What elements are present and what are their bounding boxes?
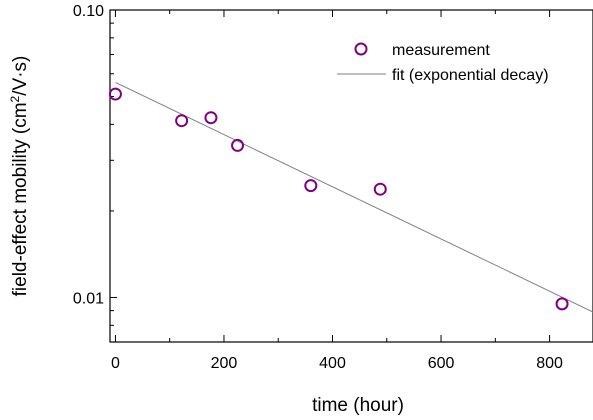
x-tick-label: 400 xyxy=(319,355,346,372)
fit-line xyxy=(115,81,593,313)
y-axis-title-main: field-effect mobility (cm xyxy=(10,102,31,296)
legend-label-fit: fit (exponential decay) xyxy=(392,67,549,84)
y-tick-label: 0.10 xyxy=(73,3,104,20)
x-tick-label: 800 xyxy=(536,355,563,372)
measurement-point xyxy=(204,111,218,125)
axis-ticks: 0 200 400 600 800 0.01 0.10 xyxy=(73,3,563,372)
measurement-point xyxy=(304,179,318,193)
y-axis-title-tail: /V·s) xyxy=(10,56,31,96)
y-axis-title-sup: 2 xyxy=(8,95,22,102)
x-axis-title: time (hour) xyxy=(312,395,404,416)
y-tick-label: 0.01 xyxy=(73,290,104,307)
legend-marker-measurement xyxy=(354,42,368,56)
plot-frame xyxy=(109,9,593,343)
legend: measurement fit (exponential decay) xyxy=(337,42,549,84)
measurement-point xyxy=(373,182,387,196)
legend-label-measurement: measurement xyxy=(392,42,490,59)
measurement-point xyxy=(175,114,189,128)
x-tick-label: 600 xyxy=(428,355,455,372)
measurement-point xyxy=(555,297,569,311)
x-tick-label: 0 xyxy=(111,355,120,372)
x-tick-label: 200 xyxy=(211,355,238,372)
measurement-point xyxy=(231,138,245,152)
y-axis-title: field-effect mobility (cm2/V·s) xyxy=(8,56,31,297)
measurement-point xyxy=(108,87,122,101)
series-layer xyxy=(108,81,593,313)
